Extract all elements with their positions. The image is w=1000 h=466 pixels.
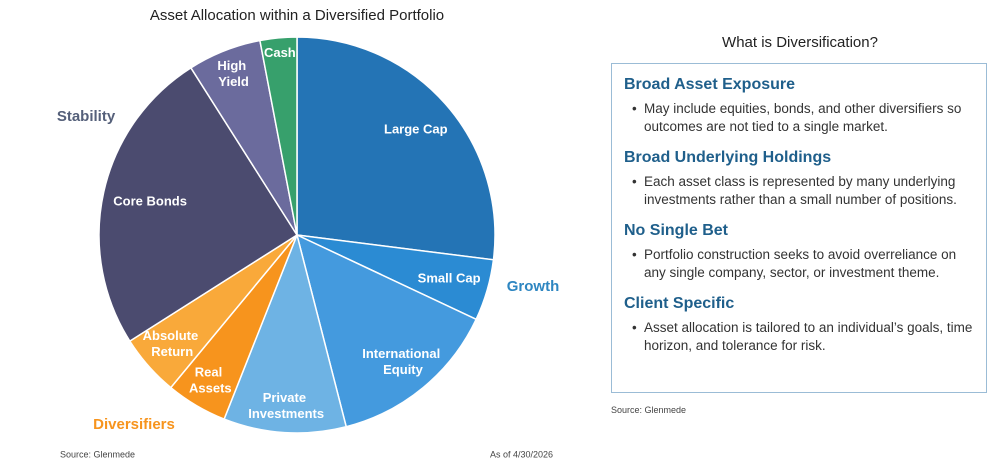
slice-label: International Equity: [362, 347, 444, 378]
group-label: Diversifiers: [93, 416, 175, 433]
bullet: May include equities, bonds, and other d…: [632, 100, 974, 136]
bullet-list: May include equities, bonds, and other d…: [624, 100, 974, 136]
section-heading: No Single Bet: [624, 222, 729, 239]
chart: Asset Allocation within a Diversified Po…: [57, 7, 560, 459]
pie-slice: [295, 233, 478, 428]
slice-label: Core Bonds: [113, 194, 187, 209]
slice-label: High Yield: [217, 58, 250, 89]
slice-label: Real Assets: [189, 365, 232, 396]
slice-label: Absolute Return: [143, 328, 202, 359]
bullet: Each asset class is represented by many …: [632, 173, 974, 209]
bullet: Asset allocation is tailored to an indiv…: [632, 319, 974, 355]
bullet-list: Each asset class is represented by many …: [624, 173, 974, 209]
section: Broad Underlying Holdings Each asset clas…: [624, 149, 974, 209]
panel-box: Broad Asset Exposure May include equities…: [611, 63, 987, 393]
pie-slice: [296, 36, 496, 261]
section-heading: Client Specific: [624, 295, 735, 312]
bullet-list: Portfolio construction seeks to avoid ov…: [624, 246, 974, 282]
group-label: Stability: [57, 108, 116, 125]
group-label: Growth: [507, 278, 560, 295]
bullet: Portfolio construction seeks to avoid ov…: [632, 246, 974, 282]
panel-source: Source: Glenmede: [611, 405, 687, 415]
section: No Single Bet Portfolio construction seek…: [624, 222, 974, 282]
pie-slice: [223, 232, 348, 434]
section: Client Specific Asset allocation is tailo…: [624, 295, 974, 355]
bullet-list: Asset allocation is tailored to an indiv…: [624, 319, 974, 355]
slice-label: Private Investments: [248, 390, 324, 421]
pie-slice: [98, 66, 299, 343]
panel-title: What is Diversification?: [722, 34, 878, 51]
section-heading: Broad Underlying Holdings: [624, 149, 832, 166]
source: Source: Glenmede: [60, 449, 135, 459]
as-of-note: As of 4/30/2026: [490, 449, 553, 459]
slice-label: Large Cap: [384, 122, 448, 137]
chart-title: Asset Allocation within a Diversified Po…: [150, 7, 444, 24]
slice-label: Small Cap: [418, 271, 481, 286]
section: Broad Asset Exposure May include equities…: [624, 76, 974, 136]
section-heading: Broad Asset Exposure: [624, 76, 796, 93]
pie-slice: [259, 36, 298, 236]
slice-label: Cash: [264, 45, 296, 60]
